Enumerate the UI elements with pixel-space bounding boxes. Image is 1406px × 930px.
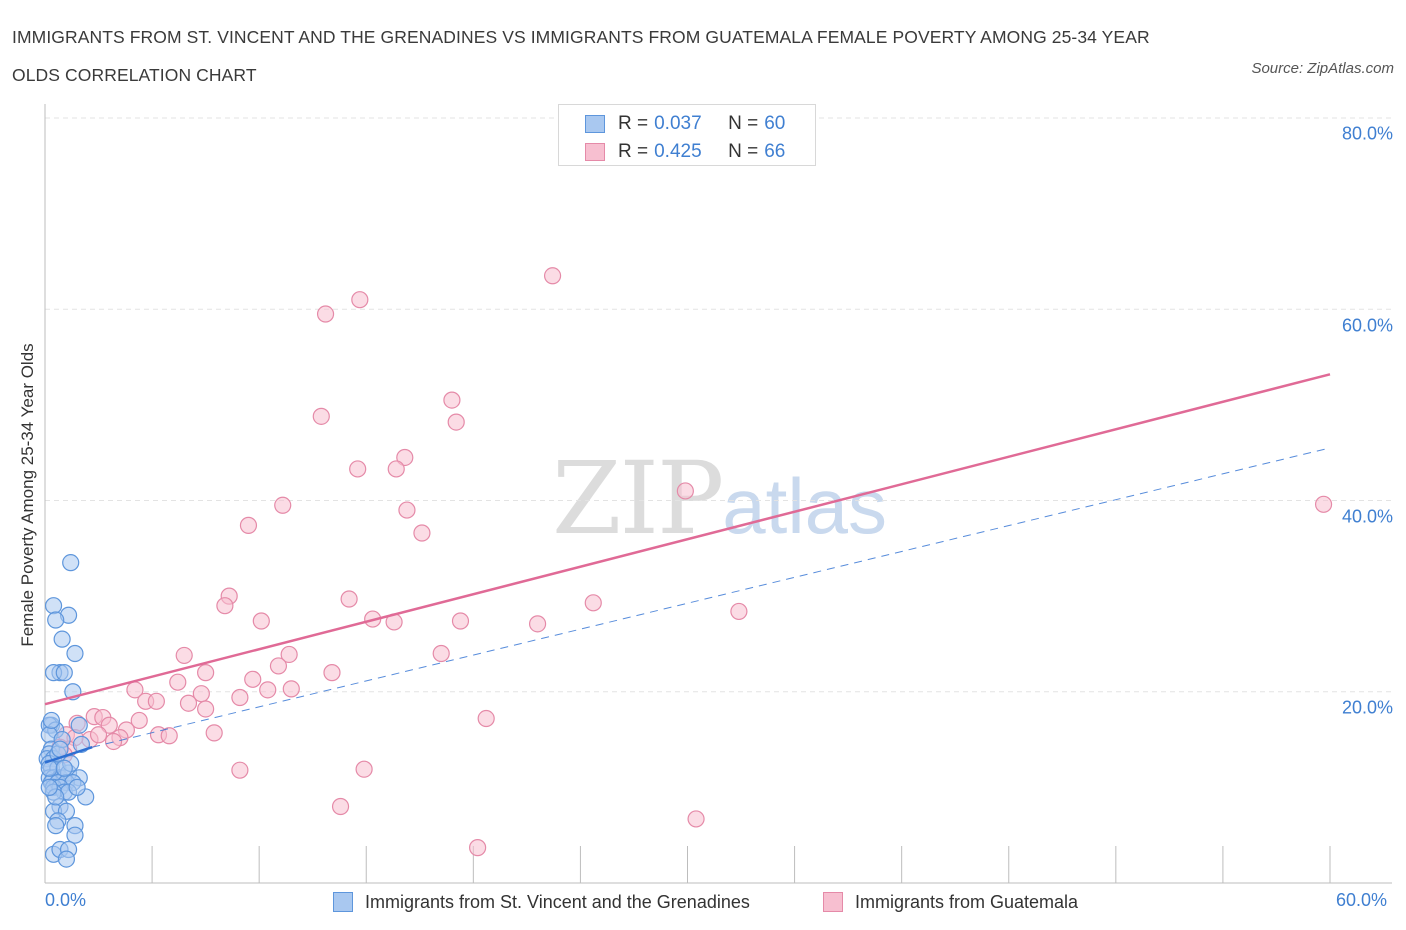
point-blue <box>44 597 63 615</box>
point-pink <box>259 681 277 699</box>
point-pink <box>89 726 108 744</box>
trend-line-blue <box>44 746 93 764</box>
point-pink <box>100 716 118 734</box>
point-pink <box>231 761 249 779</box>
point-pink <box>197 700 215 718</box>
point-blue <box>40 759 58 777</box>
legend-n-label: N = <box>728 141 759 162</box>
point-pink <box>396 448 414 467</box>
bottom-legend-label-series1: Immigrants from St. Vincent and the Gren… <box>365 891 750 912</box>
point-pink <box>216 597 234 615</box>
point-pink <box>282 680 300 698</box>
point-blue <box>42 711 61 730</box>
watermark-atlas: atlas <box>722 462 888 550</box>
point-pink <box>160 727 178 745</box>
point-pink <box>398 501 416 519</box>
bottom-legend-series1: Immigrants from St. Vincent and the Gren… <box>333 889 750 915</box>
point-pink <box>432 644 450 663</box>
point-pink <box>355 760 373 778</box>
point-pink <box>351 291 369 309</box>
point-pink <box>687 810 705 828</box>
point-pink <box>443 391 461 409</box>
point-pink <box>1314 495 1333 513</box>
legend-n-value-series1: 60 <box>764 113 786 134</box>
bottom-legend-swatch-blue <box>333 892 353 912</box>
legend-r-label: R = <box>618 113 649 134</box>
point-pink <box>269 657 288 675</box>
point-blue <box>68 778 86 796</box>
point-blue <box>55 759 73 777</box>
legend-swatch-blue <box>585 115 605 133</box>
point-blue <box>47 817 65 835</box>
watermark: ZIPatlas <box>552 440 887 557</box>
point-blue <box>66 644 84 663</box>
point-pink <box>312 407 330 425</box>
point-pink <box>239 516 258 534</box>
correlation-legend: R = 0.037 N = 60 R = 0.425 N = 66 <box>558 104 816 166</box>
trend-line-pink <box>44 373 1331 706</box>
legend-row-series2: R = 0.425 N = 66 <box>585 141 785 163</box>
legend-r-value-series2: 0.425 <box>654 141 702 162</box>
y-tick-label-80: 80.0% <box>1341 123 1393 144</box>
point-blue <box>40 778 58 796</box>
point-pink <box>387 460 405 478</box>
legend-swatch-pink <box>585 143 605 161</box>
source-label: Source: ZipAtlas.com <box>1251 60 1394 77</box>
point-pink <box>584 594 602 612</box>
point-blue <box>57 850 76 868</box>
point-blue <box>55 664 73 682</box>
y-tick-label-60: 60.0% <box>1341 315 1393 336</box>
point-blue <box>62 554 80 572</box>
point-pink <box>104 732 123 751</box>
bottom-legend-swatch-pink <box>823 892 843 912</box>
x-tick-label-min: 0.0% <box>45 890 87 910</box>
point-pink <box>175 646 193 665</box>
legend-n-label: N = <box>728 113 759 134</box>
point-pink <box>477 709 495 728</box>
point-pink <box>323 664 341 682</box>
bottom-legend-label-series2: Immigrants from Guatemala <box>855 891 1079 912</box>
point-blue <box>66 826 84 844</box>
point-pink <box>130 711 148 730</box>
legend-r-value-series1: 0.037 <box>654 113 702 134</box>
point-pink <box>231 688 249 707</box>
point-pink <box>252 612 270 630</box>
point-pink <box>730 602 748 621</box>
point-pink <box>147 692 165 710</box>
point-pink <box>244 670 262 688</box>
point-pink <box>205 724 223 742</box>
point-pink <box>316 305 335 323</box>
y-tick-label-20: 20.0% <box>1341 697 1393 718</box>
trend-line-blue-dashed <box>91 447 1331 748</box>
point-pink <box>274 496 292 514</box>
point-pink <box>447 413 465 431</box>
point-blue <box>70 716 88 734</box>
legend-r-label: R = <box>618 141 649 162</box>
point-pink <box>340 590 358 608</box>
legend-row-series1: R = 0.037 N = 60 <box>585 113 785 135</box>
point-pink <box>331 797 350 816</box>
legend-n-value-series2: 66 <box>764 141 786 162</box>
point-pink <box>469 839 487 857</box>
point-pink <box>528 615 547 633</box>
chart-title: IMMIGRANTS FROM ST. VINCENT AND THE GREN… <box>12 27 1150 85</box>
point-pink <box>349 460 367 478</box>
y-tick-label-40: 40.0% <box>1341 506 1393 527</box>
point-blue <box>47 611 65 629</box>
point-pink <box>543 267 562 285</box>
point-pink <box>413 524 431 542</box>
point-pink <box>451 612 470 630</box>
point-pink <box>169 673 187 691</box>
point-pink <box>676 482 694 500</box>
x-tick-label-max: 60.0% <box>1336 890 1388 910</box>
point-pink <box>280 645 298 664</box>
y-axis-label: Female Poverty Among 25-34 Year Olds <box>18 343 37 647</box>
point-blue <box>53 630 71 648</box>
point-pink <box>197 664 215 682</box>
bottom-legend-series2: Immigrants from Guatemala <box>823 889 1078 915</box>
point-pink <box>179 694 198 712</box>
